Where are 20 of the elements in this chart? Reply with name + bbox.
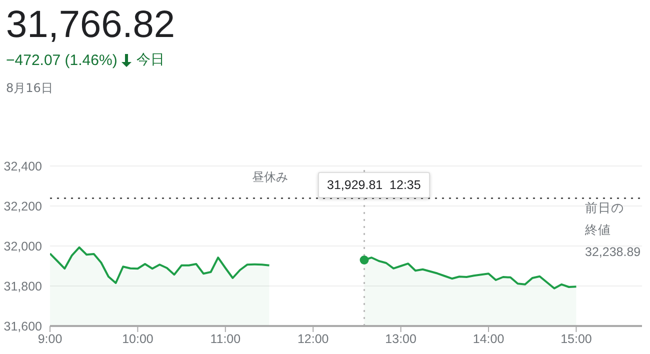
x-tick-label: 15:00: [560, 332, 592, 346]
annotation: 昼休み: [252, 169, 288, 186]
text: 今日: [136, 51, 164, 69]
x-tick-label: 10:00: [122, 332, 154, 346]
x-tick-label: 9:00: [38, 332, 62, 346]
y-tick-label: 31,600: [4, 319, 42, 334]
x-tick-label: 12:00: [297, 332, 329, 346]
y-tick-label: 32,000: [4, 239, 42, 254]
annotation: 31,929.81 12:35: [318, 172, 430, 198]
x-tick-label: 13:00: [385, 332, 417, 346]
x-tick-label: 14:00: [472, 332, 504, 346]
chart-title: 31,766.82: [6, 3, 176, 48]
y-tick-label: 31,800: [4, 279, 42, 294]
y-tick-label: 32,200: [4, 199, 42, 214]
x-tick-label: 11:00: [210, 332, 241, 346]
annotation: 32,238.89: [585, 245, 641, 260]
chart-subtitle: −472.07 (1.46%): [6, 52, 118, 68]
ref-line-label: 前日の終値: [584, 201, 624, 238]
y-tick-label: 32,400: [4, 159, 42, 174]
text: 8月16日: [6, 80, 53, 97]
